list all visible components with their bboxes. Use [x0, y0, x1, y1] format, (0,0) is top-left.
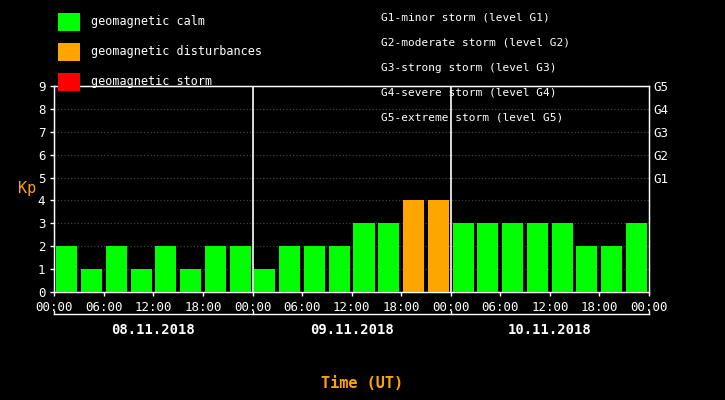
Bar: [279, 246, 300, 292]
Text: Time (UT): Time (UT): [321, 376, 404, 392]
Bar: [477, 223, 498, 292]
Bar: [452, 223, 473, 292]
Text: G4-severe storm (level G4): G4-severe storm (level G4): [381, 88, 556, 98]
Bar: [601, 246, 622, 292]
Bar: [354, 223, 375, 292]
Text: 09.11.2018: 09.11.2018: [310, 323, 394, 337]
Text: geomagnetic storm: geomagnetic storm: [91, 76, 212, 88]
Bar: [57, 246, 78, 292]
Text: G2-moderate storm (level G2): G2-moderate storm (level G2): [381, 38, 570, 48]
Bar: [626, 223, 647, 292]
Bar: [576, 246, 597, 292]
Bar: [378, 223, 399, 292]
Bar: [328, 246, 349, 292]
Bar: [403, 200, 424, 292]
Bar: [81, 269, 102, 292]
Text: geomagnetic disturbances: geomagnetic disturbances: [91, 46, 262, 58]
Text: geomagnetic calm: geomagnetic calm: [91, 16, 204, 28]
Text: 08.11.2018: 08.11.2018: [112, 323, 195, 337]
Bar: [502, 223, 523, 292]
Bar: [130, 269, 152, 292]
Bar: [552, 223, 573, 292]
Text: 10.11.2018: 10.11.2018: [508, 323, 592, 337]
Bar: [230, 246, 251, 292]
Bar: [106, 246, 127, 292]
Bar: [180, 269, 201, 292]
Bar: [428, 200, 449, 292]
Text: G5-extreme storm (level G5): G5-extreme storm (level G5): [381, 112, 563, 122]
Text: G1-minor storm (level G1): G1-minor storm (level G1): [381, 13, 550, 23]
Bar: [205, 246, 226, 292]
Text: G3-strong storm (level G3): G3-strong storm (level G3): [381, 63, 556, 73]
Bar: [254, 269, 276, 292]
Bar: [155, 246, 176, 292]
Y-axis label: Kp: Kp: [17, 182, 36, 196]
Bar: [527, 223, 548, 292]
Bar: [304, 246, 325, 292]
